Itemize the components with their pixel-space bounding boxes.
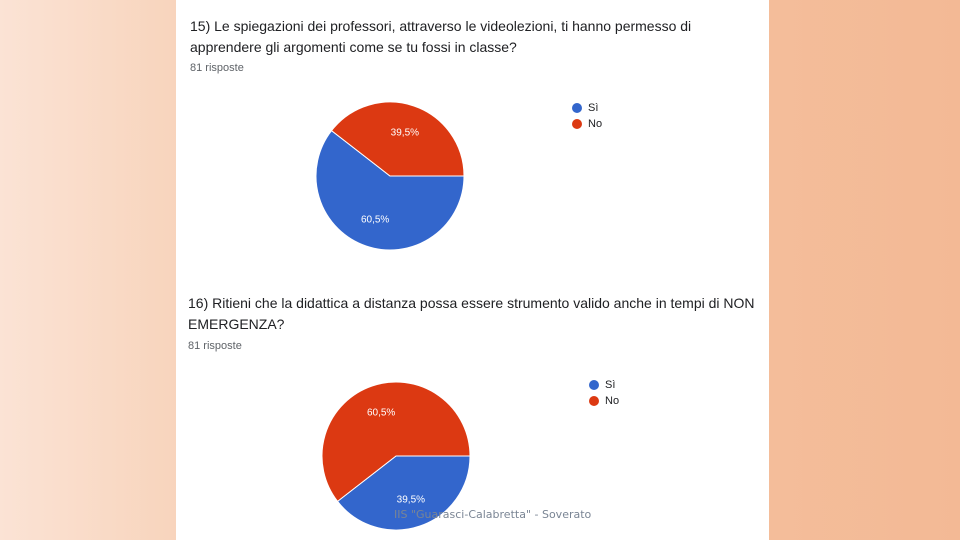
pie-label-si: 60,5% — [361, 214, 389, 225]
legend-item-no: No — [589, 393, 619, 409]
question-15-title: 15) Le spiegazioni dei professori, attra… — [190, 18, 692, 55]
question-15-responses: 81 risposte — [190, 62, 244, 74]
legend-item-si: Sì — [572, 100, 602, 116]
legend-label-si: Sì — [588, 102, 599, 114]
legend-item-si: Sì — [589, 377, 619, 393]
pie-slice-no — [321, 381, 471, 503]
pie-label-no: 39,5% — [391, 128, 419, 139]
pie-slice-si — [315, 129, 465, 251]
question-16-pie-chart: 39,5% 60,5% — [321, 381, 471, 531]
legend-label-no: No — [605, 395, 620, 407]
question-16-title: 16) Ritieni che la didattica a distanza … — [188, 295, 755, 332]
pie-slice-si — [336, 455, 471, 531]
legend-swatch-no — [572, 119, 582, 129]
legend-swatch-si — [572, 103, 582, 113]
legend-item-no: No — [572, 116, 602, 132]
question-15-pie-chart: 60,5% 39,5% — [315, 101, 465, 251]
pie-slice-no — [330, 101, 465, 177]
pie-label-si: 39,5% — [397, 494, 425, 505]
footer-text: IIS "Guarasci-Calabretta" - Soverato — [394, 508, 592, 521]
pie-label-no: 60,5% — [367, 408, 395, 419]
legend-swatch-si — [589, 380, 599, 390]
question-15-legend: Sì No — [572, 100, 602, 132]
question-16-responses: 81 risposte — [188, 340, 242, 352]
legend-label-si: Sì — [605, 379, 616, 391]
legend-label-no: No — [588, 118, 603, 130]
question-16-legend: Sì No — [589, 377, 619, 409]
survey-panel: 15) Le spiegazioni dei professori, attra… — [176, 0, 769, 540]
legend-swatch-no — [589, 396, 599, 406]
